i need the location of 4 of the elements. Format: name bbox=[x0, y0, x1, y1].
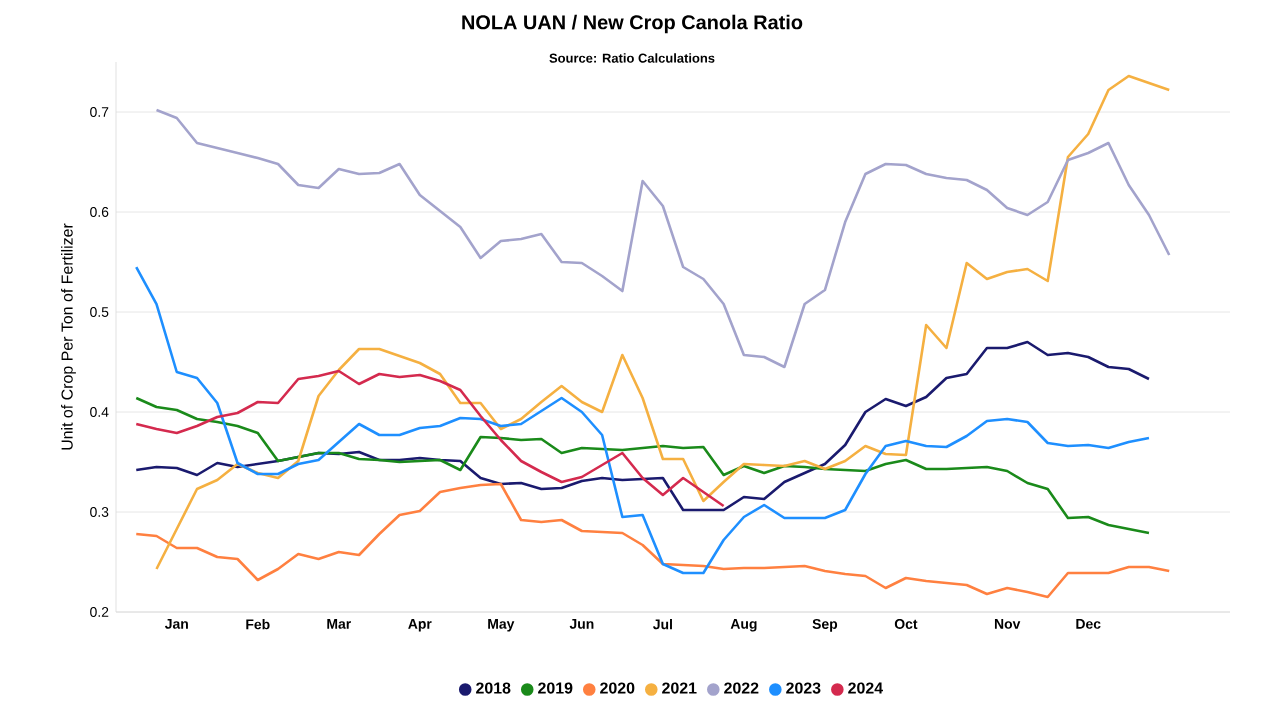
line-series bbox=[155, 108, 1171, 369]
chart-title: NOLA UAN / New Crop Canola Ratio bbox=[462, 14, 803, 34]
line-series bbox=[155, 74, 1171, 571]
line-series bbox=[134, 369, 725, 508]
